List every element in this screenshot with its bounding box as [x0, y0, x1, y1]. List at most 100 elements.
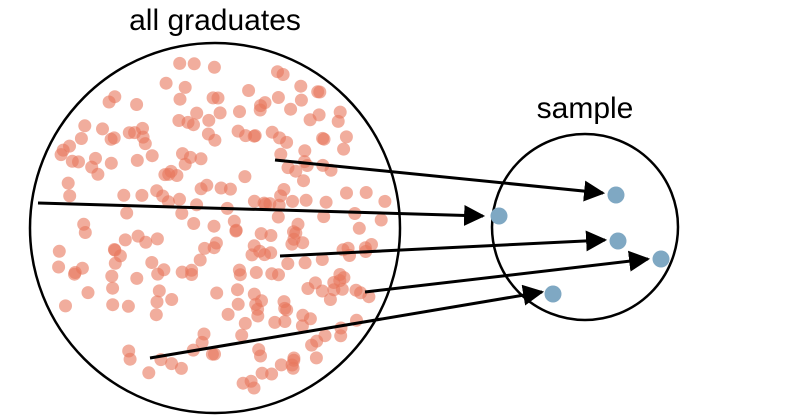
population-dot — [231, 124, 245, 138]
population-dot — [315, 253, 329, 266]
population-dot — [285, 237, 299, 251]
population-dot — [253, 103, 267, 117]
population-dot — [333, 105, 347, 119]
population-dot — [352, 221, 366, 235]
population-dot — [63, 189, 77, 203]
population-dot — [107, 243, 121, 256]
population-dot — [151, 267, 165, 281]
population-dot — [278, 301, 292, 315]
population-dot — [123, 352, 137, 366]
population-dot — [104, 156, 118, 170]
population-dot — [122, 126, 136, 140]
population-dot — [316, 131, 330, 145]
population-dot — [374, 213, 388, 227]
population-dot — [175, 206, 189, 220]
population-dot — [294, 79, 308, 93]
population-dot — [121, 299, 135, 313]
population-dot — [235, 328, 249, 342]
population-dot — [359, 186, 373, 199]
population-dot — [268, 315, 282, 329]
population-dot — [78, 119, 92, 133]
population-dot — [173, 56, 187, 70]
population-circle — [28, 41, 402, 415]
population-dot — [150, 232, 164, 246]
population-dot — [295, 319, 309, 333]
population-dot — [104, 132, 118, 146]
sampling-arrow — [274, 158, 606, 202]
population-dot — [247, 287, 261, 301]
population-dot — [296, 308, 310, 322]
population-dot — [317, 210, 331, 224]
population-dot — [251, 309, 265, 323]
population-dot — [206, 91, 220, 105]
sample-label: sample — [537, 92, 634, 125]
sampling-arrow — [149, 284, 545, 360]
population-dot — [309, 351, 323, 365]
population-dot — [281, 161, 295, 175]
population-dot — [238, 316, 252, 330]
population-dot — [65, 154, 79, 168]
population-dot — [130, 153, 144, 167]
population-dot — [75, 261, 89, 275]
population-dot — [284, 102, 298, 116]
population-dot — [340, 186, 353, 200]
population-dot — [254, 227, 268, 241]
sampling-arrow — [279, 230, 608, 258]
population-dot — [187, 217, 201, 230]
population-dot — [281, 257, 295, 271]
population-dot — [252, 343, 266, 357]
population-dot — [242, 84, 256, 97]
population-dot — [296, 236, 310, 250]
population-dot — [231, 283, 244, 297]
population-dot — [286, 361, 300, 375]
population-dot — [187, 57, 201, 71]
population-dot — [274, 358, 288, 372]
population-dot — [74, 132, 88, 145]
population-dot — [271, 65, 284, 79]
population-dot — [59, 299, 72, 313]
population-dot — [52, 244, 66, 258]
population-dot — [176, 147, 189, 161]
population-dot — [297, 174, 310, 188]
population-dot — [200, 178, 214, 192]
sample-dot — [607, 186, 625, 204]
population-dot — [298, 144, 312, 158]
population-dot — [209, 236, 223, 250]
population-dot — [106, 281, 120, 295]
population-dot — [301, 282, 315, 295]
population-dot — [333, 274, 347, 288]
population-dot — [81, 286, 95, 300]
population-dot — [63, 139, 76, 153]
sampling-arrow — [37, 201, 486, 226]
population-dot — [248, 129, 262, 143]
population-dot — [174, 361, 188, 375]
population-dot — [303, 113, 317, 127]
population-dot — [118, 233, 132, 247]
sample-circle — [490, 132, 680, 322]
population-dot — [130, 98, 144, 111]
population-dot — [231, 297, 245, 311]
population-dot — [52, 260, 66, 274]
population-dot — [130, 271, 144, 285]
population-dot — [362, 290, 376, 304]
population-dot — [299, 193, 313, 207]
population-dot — [289, 226, 303, 240]
population-dot — [247, 381, 261, 395]
population-dot — [278, 315, 292, 328]
population-dot — [313, 85, 327, 99]
population-dot — [208, 133, 222, 147]
population-dot — [214, 181, 228, 195]
population-dot — [207, 219, 221, 233]
population-dot — [108, 90, 122, 104]
population-dot — [158, 168, 172, 182]
population-dot — [135, 188, 149, 202]
population-dot — [91, 167, 105, 181]
population-dots — [52, 56, 392, 395]
population-dot — [152, 284, 166, 298]
population-dot — [319, 195, 333, 209]
sample-dot — [652, 250, 670, 268]
population-dot — [173, 192, 186, 206]
population-dot — [221, 307, 235, 321]
population-dot — [193, 253, 207, 267]
